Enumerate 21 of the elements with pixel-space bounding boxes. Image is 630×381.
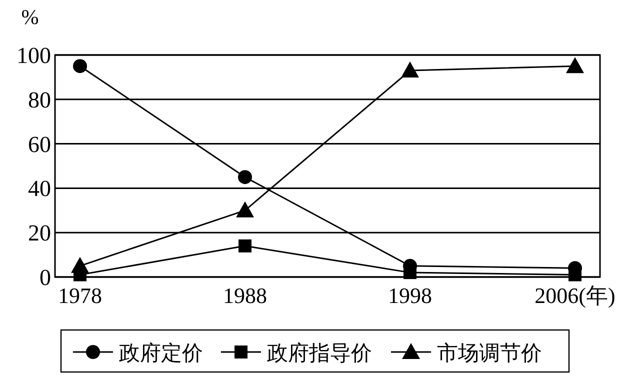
point: [401, 62, 419, 78]
y-tick-label: 60: [28, 132, 51, 157]
point: [566, 57, 584, 74]
x-tick-label: 2006(年): [534, 283, 616, 308]
y-tick-label: 40: [28, 176, 51, 202]
x-tick-label: 1988: [223, 283, 267, 308]
legend-label: 政府指导价: [267, 341, 372, 365]
point: [71, 256, 89, 273]
legend-label: 政府定价: [119, 341, 203, 365]
x-tick-label: 1998: [388, 283, 432, 308]
point: [236, 201, 254, 218]
legend-label: 市场调节价: [437, 341, 542, 365]
point: [238, 239, 252, 252]
point: [73, 59, 87, 74]
y-axis-title: %: [21, 5, 39, 29]
y-tick-label: 80: [28, 87, 51, 112]
x-tick-label: 1978: [58, 283, 102, 308]
point: [238, 170, 252, 184]
y-tick-label: 100: [16, 43, 51, 68]
y-tick-label: 0: [40, 265, 51, 290]
y-tick-label: 20: [28, 220, 51, 246]
